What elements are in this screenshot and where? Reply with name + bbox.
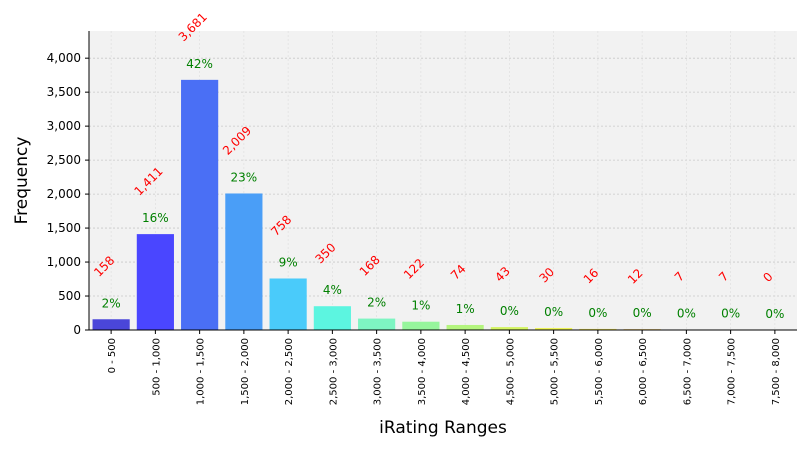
y-axis-title: Frequency [12, 137, 32, 225]
y-tick-label: 4,000 [47, 51, 81, 65]
bar [535, 327, 573, 330]
x-tick-label: 5,000 - 5,500 [550, 338, 561, 405]
percent-label: 23% [231, 170, 258, 184]
y-tick-label: 3,500 [47, 85, 81, 99]
y-tick-label: 1,000 [47, 255, 81, 269]
x-tick-label: 500 - 1,000 [151, 338, 162, 396]
bar [269, 278, 307, 330]
y-tick-label: 500 [58, 289, 81, 303]
bar [490, 327, 528, 330]
y-tick-label: 3,000 [47, 119, 81, 133]
percent-label: 1% [411, 299, 430, 313]
bar [402, 321, 440, 330]
percent-label: 0% [500, 304, 519, 318]
x-tick-label: 3,500 - 4,000 [417, 338, 428, 405]
x-tick-label: 4,500 - 5,000 [505, 338, 516, 405]
percent-label: 2% [367, 296, 386, 310]
percent-label: 1% [456, 302, 475, 316]
bar [313, 306, 351, 330]
y-tick-label: 2,500 [47, 153, 81, 167]
percent-label: 0% [721, 307, 740, 321]
y-tick-label: 0 [73, 323, 81, 337]
percent-label: 9% [279, 255, 298, 269]
percent-label: 16% [142, 211, 169, 225]
x-axis-title: iRating Ranges [379, 418, 507, 438]
y-axis-ticks: 0 500 1,000 1,500 2,000 2,500 3,000 3,500 4,000 [47, 51, 89, 337]
percent-label: 42% [186, 57, 213, 71]
y-tick-label: 2,000 [47, 187, 81, 201]
x-tick-label: 3,000 - 3,500 [373, 338, 384, 405]
x-tick-label: 2,000 - 2,500 [284, 338, 295, 405]
bar [181, 79, 219, 331]
x-tick-label: 7,500 - 8,000 [771, 338, 782, 405]
x-tick-label: 4,000 - 4,500 [461, 338, 472, 405]
bar [579, 328, 617, 330]
percent-label: 4% [323, 283, 342, 297]
bar [136, 234, 174, 330]
x-tick-label: 6,500 - 7,000 [682, 338, 693, 405]
bar [358, 318, 396, 330]
x-tick-label: 7,000 - 7,500 [727, 338, 738, 405]
x-tick-label: 6,000 - 6,500 [638, 338, 649, 405]
percent-label: 0% [765, 307, 784, 321]
x-tick-label: 1,000 - 1,500 [196, 338, 207, 405]
x-tick-label: 0 - 500 [107, 338, 118, 373]
x-tick-label: 1,500 - 2,000 [240, 338, 251, 405]
percent-label: 0% [633, 306, 652, 320]
x-tick-label: 2,500 - 3,000 [328, 338, 339, 405]
x-axis-ticks: 0 - 500 500 - 1,000 1,000 - 1,500 1,500 - 2… [107, 330, 782, 405]
percent-label: 0% [544, 305, 563, 319]
bar [225, 193, 263, 330]
percent-label: 0% [677, 307, 696, 321]
bars [92, 79, 750, 331]
x-tick-label: 5,500 - 6,000 [594, 338, 605, 405]
percent-label: 0% [588, 306, 607, 320]
y-tick-label: 1,500 [47, 221, 81, 235]
axes [88, 31, 797, 331]
bar [446, 324, 484, 330]
bar [92, 319, 130, 330]
percent-label: 2% [102, 296, 121, 310]
